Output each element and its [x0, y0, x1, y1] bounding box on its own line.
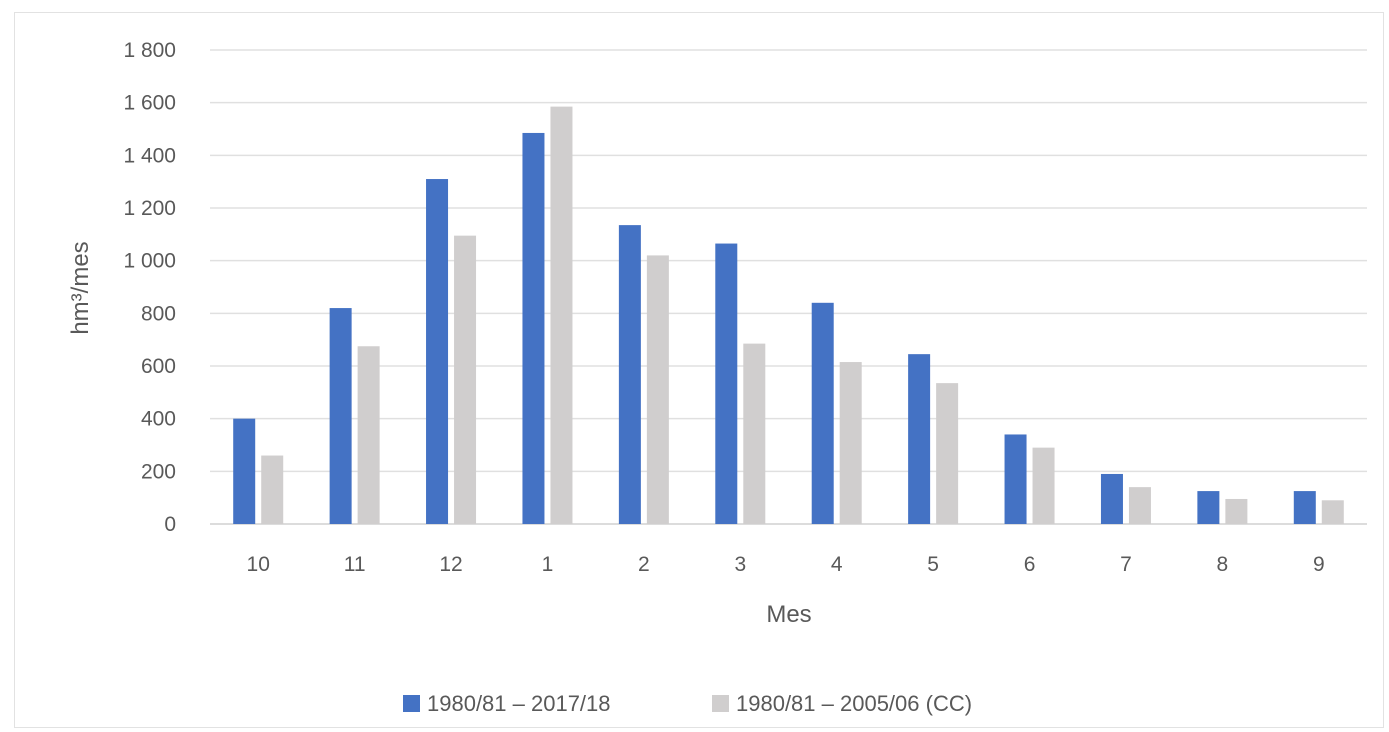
x-axis-ticks: 10 11 12 1 2 3 4 5 6 7 8 9	[247, 553, 1325, 576]
chart-frame	[14, 12, 1384, 728]
x-tick-label: 5	[927, 553, 939, 576]
bar-series-1-2	[618, 225, 641, 524]
bar-series-2-12	[454, 235, 477, 524]
bar-series-2-10	[261, 455, 284, 524]
y-tick-label: 1 000	[123, 250, 176, 273]
bar-series-1-3	[715, 243, 738, 525]
x-tick-label: 1	[542, 553, 554, 576]
bar-series-1-8	[1197, 491, 1220, 524]
bar-series-1-9	[1293, 491, 1316, 524]
y-axis-title: hm³/mes	[67, 241, 94, 334]
bar-series-2-6	[1032, 447, 1055, 524]
x-tick-label: 10	[247, 553, 270, 576]
legend-swatch-series-1	[403, 695, 420, 712]
x-tick-label: 3	[734, 553, 746, 576]
y-tick-label: 1 200	[123, 197, 176, 220]
legend-swatch-series-2	[712, 695, 729, 712]
x-tick-label: 4	[831, 553, 843, 576]
bar-series-1-6	[1004, 434, 1027, 524]
y-tick-label: 1 800	[123, 39, 176, 62]
bar-series-1-7	[1100, 473, 1123, 524]
bar-series-2-11	[357, 346, 380, 524]
gridlines	[210, 49, 1367, 525]
x-tick-label: 11	[344, 553, 366, 576]
x-tick-label: 8	[1217, 553, 1229, 576]
x-tick-label: 12	[439, 553, 462, 576]
legend-label-series-2: 1980/81 – 2005/06 (CC)	[736, 691, 972, 716]
bar-series-2-9	[1321, 500, 1344, 524]
bar-series-1-4	[811, 302, 834, 524]
y-tick-label: 1 600	[123, 92, 176, 115]
bar-series-1-12	[426, 179, 449, 525]
x-tick-label: 7	[1120, 553, 1132, 576]
y-tick-label: 200	[141, 460, 176, 483]
y-axis-ticks: 0 200 400 600 800 1 000 1 200 1 400 1 600 1 800	[123, 39, 176, 536]
x-tick-label: 2	[638, 553, 650, 576]
y-tick-label: 1 400	[123, 144, 176, 167]
bar-series-1-5	[908, 354, 931, 524]
x-axis-title: Mes	[766, 601, 811, 628]
y-tick-label: 0	[164, 513, 176, 536]
x-tick-label: 6	[1024, 553, 1036, 576]
bar-series-2-1	[550, 106, 573, 524]
bar-series-1-1	[522, 132, 545, 524]
y-tick-label: 400	[141, 408, 176, 431]
bar-series-2-4	[839, 362, 862, 524]
legend-label-series-1: 1980/81 – 2017/18	[427, 691, 611, 716]
bar-series-2-8	[1225, 498, 1248, 524]
bar-series-2-5	[936, 383, 959, 524]
y-tick-label: 600	[141, 355, 176, 378]
legend: 1980/81 – 2017/18 1980/81 – 2005/06 (CC)	[403, 691, 972, 716]
bars	[233, 106, 1344, 525]
y-tick-label: 800	[141, 302, 176, 325]
x-tick-label: 9	[1313, 553, 1325, 576]
bar-series-1-10	[233, 418, 256, 524]
bar-series-2-3	[743, 343, 766, 524]
bar-series-2-7	[1128, 487, 1151, 524]
bar-series-1-11	[329, 308, 352, 524]
bar-series-2-2	[646, 255, 669, 524]
